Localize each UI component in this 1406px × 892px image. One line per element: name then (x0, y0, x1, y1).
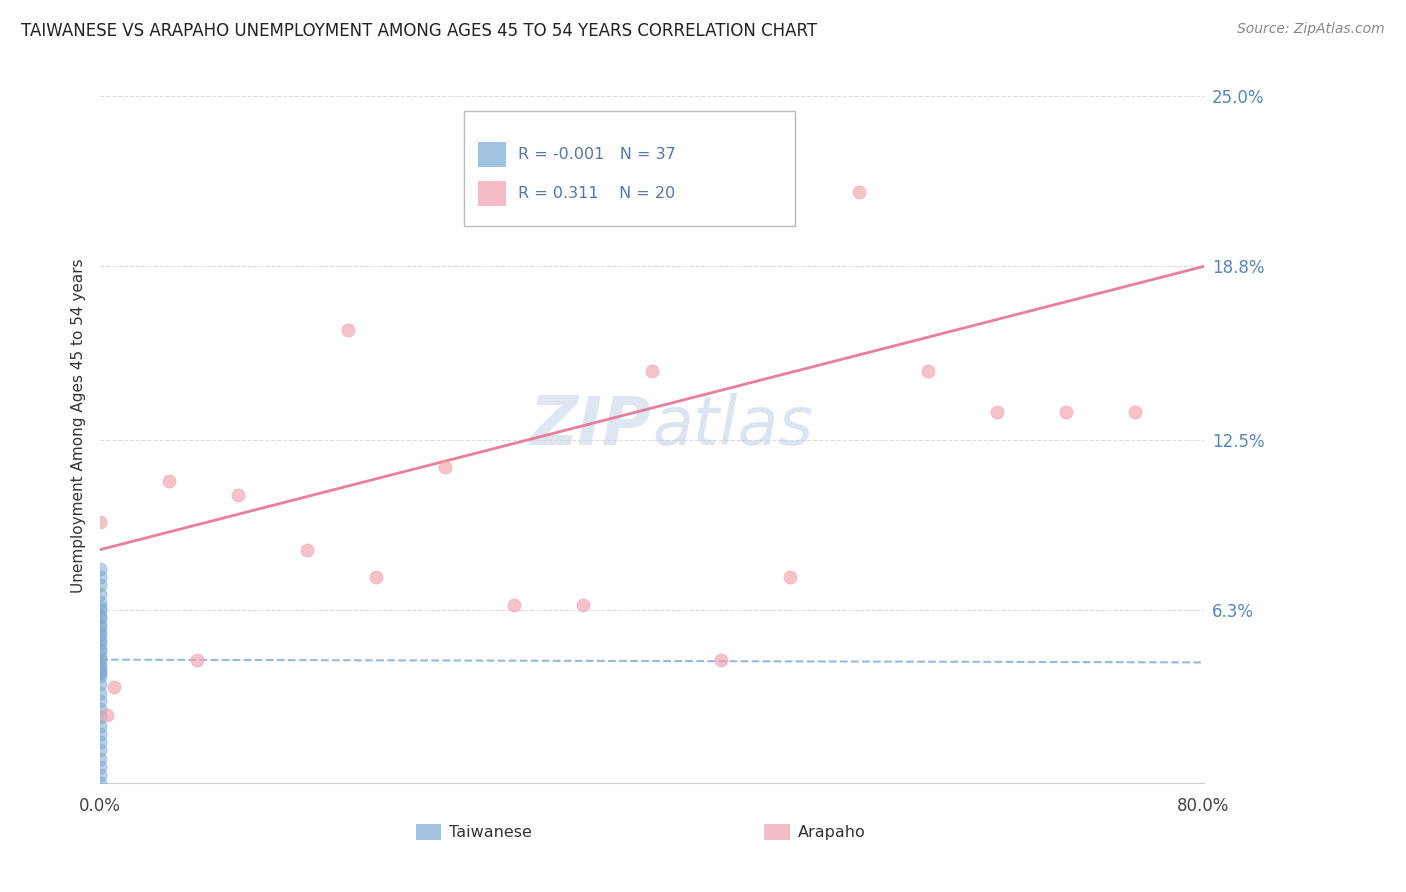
Point (96, 707, 118, 722)
Point (89, 644, 111, 658)
Point (89, 515, 111, 529)
Point (89, 760, 111, 774)
Point (89, 620, 111, 634)
Point (848, 186, 870, 200)
Point (89, 653, 111, 667)
Text: R = -0.001   N = 37: R = -0.001 N = 37 (517, 147, 675, 162)
Point (89, 735, 111, 749)
Point (89, 578, 111, 592)
Text: Arapaho: Arapaho (799, 825, 866, 840)
Point (89, 751, 111, 765)
Point (779, 570, 801, 584)
Point (89, 570, 111, 584)
Point (710, 653, 733, 667)
Point (1054, 405, 1077, 419)
Point (572, 598, 595, 612)
Point (89, 776, 111, 790)
Point (89, 658, 111, 673)
Point (89, 636, 111, 650)
Point (89, 768, 111, 782)
Point (1123, 405, 1146, 419)
Text: atlas: atlas (652, 393, 813, 459)
Point (157, 474, 180, 488)
Point (89, 685, 111, 699)
Point (89, 611, 111, 625)
Text: R = 0.311    N = 20: R = 0.311 N = 20 (517, 186, 675, 202)
Point (89, 702, 111, 716)
Point (337, 323, 360, 337)
Point (89, 641, 111, 656)
Point (89, 743, 111, 757)
Point (89, 608, 111, 623)
Point (186, 653, 208, 667)
Point (433, 460, 456, 475)
Point (89, 616, 111, 631)
Point (89, 600, 111, 615)
Point (89, 669, 111, 683)
Point (89, 587, 111, 601)
Point (503, 598, 526, 612)
Point (89, 649, 111, 664)
Point (89, 727, 111, 741)
Text: ZIP: ZIP (530, 393, 652, 459)
Point (226, 488, 249, 502)
Point (89, 628, 111, 642)
Point (89, 694, 111, 708)
Text: Source: ZipAtlas.com: Source: ZipAtlas.com (1237, 22, 1385, 37)
Point (89, 718, 111, 732)
Point (89, 603, 111, 617)
Point (295, 542, 318, 557)
Point (641, 364, 664, 378)
Point (89, 633, 111, 648)
Point (89, 625, 111, 640)
Point (89, 664, 111, 678)
Point (89, 710, 111, 724)
Y-axis label: Unemployment Among Ages 45 to 54 years: Unemployment Among Ages 45 to 54 years (72, 259, 86, 593)
Point (89, 677, 111, 691)
Text: TAIWANESE VS ARAPAHO UNEMPLOYMENT AMONG AGES 45 TO 54 YEARS CORRELATION CHART: TAIWANESE VS ARAPAHO UNEMPLOYMENT AMONG … (21, 22, 817, 40)
Point (89, 562, 111, 576)
Point (986, 405, 1008, 419)
Point (89, 666, 111, 681)
Point (364, 570, 387, 584)
Point (89, 595, 111, 609)
Text: Taiwanese: Taiwanese (450, 825, 533, 840)
Point (917, 364, 939, 378)
Point (89, 661, 111, 675)
Point (103, 680, 125, 694)
